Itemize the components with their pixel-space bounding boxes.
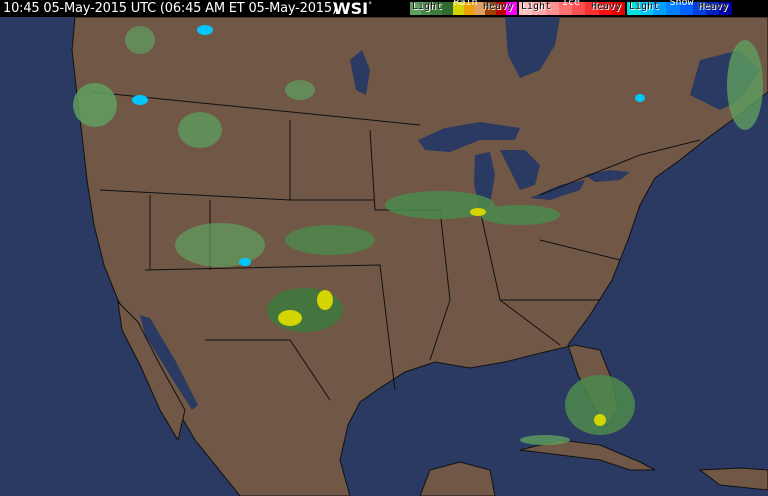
legend-swatch: [585, 2, 599, 15]
lake-winnipeg: [350, 50, 370, 95]
legend-swatch: [692, 2, 706, 15]
precip-snow: [239, 258, 251, 266]
precip-rain: [73, 83, 117, 127]
legend-swatch: [611, 2, 625, 15]
baja-peninsula: [117, 300, 186, 442]
legend-swatch: [484, 2, 496, 15]
precip-rain: [125, 26, 155, 54]
precip-rain: [565, 375, 635, 435]
wsi-logo: WSI°: [333, 0, 373, 18]
legend-category-label: Rain: [453, 0, 478, 8]
legend-swatch: [679, 2, 693, 15]
legend-swatch: [442, 2, 453, 15]
hispaniola: [698, 467, 768, 491]
precip-rain: [285, 80, 315, 100]
legend-swatch: [474, 2, 485, 15]
precip-moderate: [470, 208, 486, 216]
legend-swatch: [545, 2, 559, 15]
precip-moderate: [317, 290, 333, 310]
legend-swatch: [452, 2, 464, 15]
lake-huron: [500, 150, 540, 190]
precip-rain: [520, 435, 570, 445]
legend-swatch: [558, 2, 572, 15]
legend-light-label: Light: [629, 1, 660, 12]
legend-swatch: [705, 2, 719, 15]
legend-category-label: Snow: [669, 0, 694, 8]
lake-superior: [418, 122, 520, 152]
precip-moderate: [278, 310, 302, 326]
legend-heavy-label: Heavy: [483, 1, 514, 12]
legend-swatch: [598, 2, 612, 15]
legend-swatch: [532, 2, 546, 15]
legend-swatch: [666, 2, 680, 15]
legend-swatch: [463, 2, 475, 15]
legend-heavy-label: Heavy: [591, 1, 622, 12]
legend-swatch: [653, 2, 667, 15]
legend-swatch: [718, 2, 732, 15]
legend-swatch: [506, 2, 518, 15]
legend-ice: [519, 2, 625, 15]
legend-heavy-label: Heavy: [698, 1, 729, 12]
legend-swatch: [410, 2, 421, 15]
legend-rain: [410, 2, 518, 15]
lake-erie: [530, 180, 585, 200]
radar-map: [0, 17, 768, 496]
header-bar: 10:45 05-May-2015 UTC (06:45 AM ET 05-Ma…: [0, 0, 768, 18]
legend-light-label: Light: [521, 1, 552, 12]
precip-rain: [727, 40, 763, 130]
precip-snow: [132, 95, 148, 105]
legend-swatch: [627, 2, 641, 15]
james-bay: [505, 17, 560, 78]
gulf-of-california: [140, 315, 198, 410]
legend-snow: [627, 2, 732, 15]
precip-rain: [480, 205, 560, 225]
legend-category-label: Ice: [562, 0, 581, 8]
timestamp: 10:45 05-May-2015 UTC (06:45 AM ET 05-Ma…: [3, 1, 337, 16]
precip-moderate: [594, 414, 606, 426]
precip-rain: [385, 191, 495, 219]
precip-rain: [178, 112, 222, 148]
legend-swatch: [431, 2, 443, 15]
yucatan: [419, 461, 496, 496]
legend-swatch: [519, 2, 533, 15]
precip-rain: [175, 223, 265, 267]
legend-swatch: [640, 2, 654, 15]
legend-swatch: [420, 2, 432, 15]
precip-snow: [197, 25, 213, 35]
precipitation-echoes: [73, 25, 763, 445]
cuba: [519, 439, 656, 471]
precip-snow: [635, 94, 645, 102]
legend-swatch: [495, 2, 507, 15]
legend-swatch: [572, 2, 586, 15]
precip-rain: [285, 225, 375, 255]
legend-light-label: Light: [412, 1, 443, 12]
